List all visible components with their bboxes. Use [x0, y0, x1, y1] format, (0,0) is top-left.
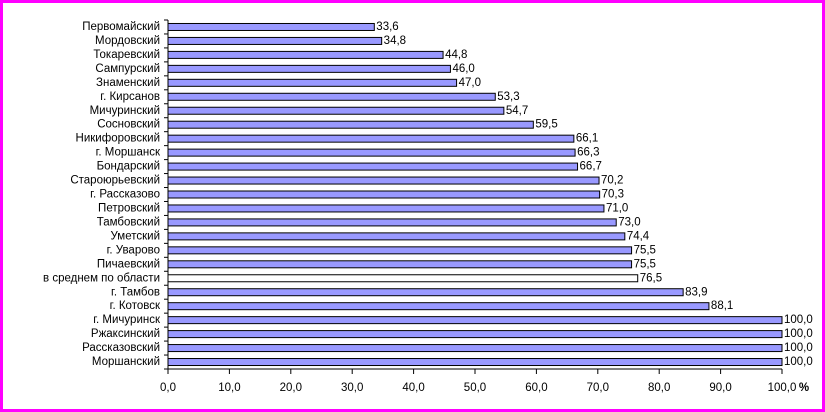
value-label: 71,0	[606, 202, 628, 214]
value-label: 66,3	[577, 147, 599, 159]
value-label: 100,0	[784, 328, 813, 340]
value-label: 100,0	[784, 356, 813, 368]
value-label: 75,5	[634, 244, 656, 256]
y-tick-label: Моршанский	[92, 356, 160, 368]
y-tick-label: Сосновский	[97, 119, 160, 131]
value-label: 34,8	[384, 35, 406, 47]
bar	[167, 64, 451, 73]
bar	[167, 274, 639, 283]
y-tick-label: Петровский	[98, 202, 160, 214]
value-label: 46,0	[452, 63, 474, 75]
bar	[167, 50, 444, 59]
bar	[167, 232, 626, 241]
y-tick-label: Бондарский	[97, 161, 160, 173]
y-tick-label: Токаревский	[93, 49, 160, 61]
value-label: 88,1	[711, 300, 733, 312]
value-label: 54,7	[506, 105, 528, 117]
value-label: 47,0	[459, 77, 481, 89]
value-label: 74,4	[627, 230, 650, 242]
bar	[167, 246, 633, 255]
value-label: 76,5	[640, 272, 662, 284]
y-tick-label: г. Рассказово	[90, 189, 160, 201]
y-tick-label: Мичуринский	[90, 105, 160, 117]
value-label: 75,5	[634, 258, 656, 270]
y-tick-label: Рассказовский	[82, 342, 160, 354]
y-tick-label: г. Мичуринск	[93, 314, 161, 326]
value-label: 53,3	[497, 91, 519, 103]
x-tick-label: 70,0	[587, 382, 609, 394]
bar	[167, 162, 579, 171]
bar	[167, 22, 375, 31]
x-tick-label: 40,0	[402, 382, 424, 394]
x-tick-label: 50,0	[464, 382, 486, 394]
y-tick-label: Тамбовский	[97, 216, 160, 228]
x-tick-label: 30,0	[341, 382, 363, 394]
y-tick-label: Уметский	[111, 230, 160, 242]
bar	[167, 120, 534, 129]
bar	[167, 358, 783, 367]
bar	[167, 148, 576, 157]
x-tick-label: 60,0	[525, 382, 547, 394]
x-tick-label: 0,0	[160, 382, 176, 394]
y-tick-label: в среднем по области	[43, 272, 160, 284]
value-label: 44,8	[445, 49, 467, 61]
bar	[167, 78, 458, 87]
x-tick-label: 100,0	[768, 382, 797, 394]
value-label: 83,9	[685, 286, 707, 298]
x-tick-label: 80,0	[648, 382, 670, 394]
y-tick-label: Никифоровский	[76, 133, 160, 145]
bar	[167, 176, 600, 185]
bar	[167, 344, 783, 353]
value-label: 33,6	[376, 21, 398, 33]
y-tick-label: Знаменский	[96, 77, 160, 89]
x-tick-label: 10,0	[218, 382, 240, 394]
bar	[167, 330, 783, 339]
value-label: 59,5	[535, 119, 557, 131]
bar	[167, 316, 783, 325]
bar	[167, 218, 617, 227]
bar	[167, 204, 605, 213]
bar	[167, 92, 496, 101]
y-tick-label: Ржаксинский	[91, 328, 160, 340]
bar	[167, 260, 633, 269]
value-label: 100,0	[784, 342, 813, 354]
y-tick-label: г. Кирсанов	[100, 91, 160, 103]
value-label: 70,3	[602, 189, 624, 201]
x-tick-label: 20,0	[280, 382, 302, 394]
y-tick-label: г. Тамбов	[111, 286, 160, 298]
value-label: 70,2	[601, 175, 623, 187]
bar	[167, 134, 575, 143]
bar	[167, 36, 383, 45]
y-tick-label: г. Котовск	[110, 300, 161, 312]
value-label: 66,7	[580, 161, 602, 173]
value-label: 73,0	[618, 216, 640, 228]
bar	[167, 302, 710, 311]
value-label: 66,1	[576, 133, 598, 145]
x-tick-label: 90,0	[709, 382, 731, 394]
value-label: 100,0	[784, 314, 813, 326]
y-tick-label: Первомайский	[82, 21, 160, 33]
bar	[167, 106, 505, 115]
x-axis-label: %	[799, 382, 809, 394]
y-tick-label: г. Уварово	[107, 244, 160, 256]
bar	[167, 288, 684, 297]
y-tick-label: г. Моршанск	[96, 147, 161, 159]
y-tick-label: Мордовский	[95, 35, 160, 47]
y-tick-label: Сампурский	[95, 63, 160, 75]
bar	[167, 190, 601, 199]
y-tick-label: Староюрьевский	[70, 175, 160, 187]
y-tick-label: Пичаевский	[97, 258, 160, 270]
